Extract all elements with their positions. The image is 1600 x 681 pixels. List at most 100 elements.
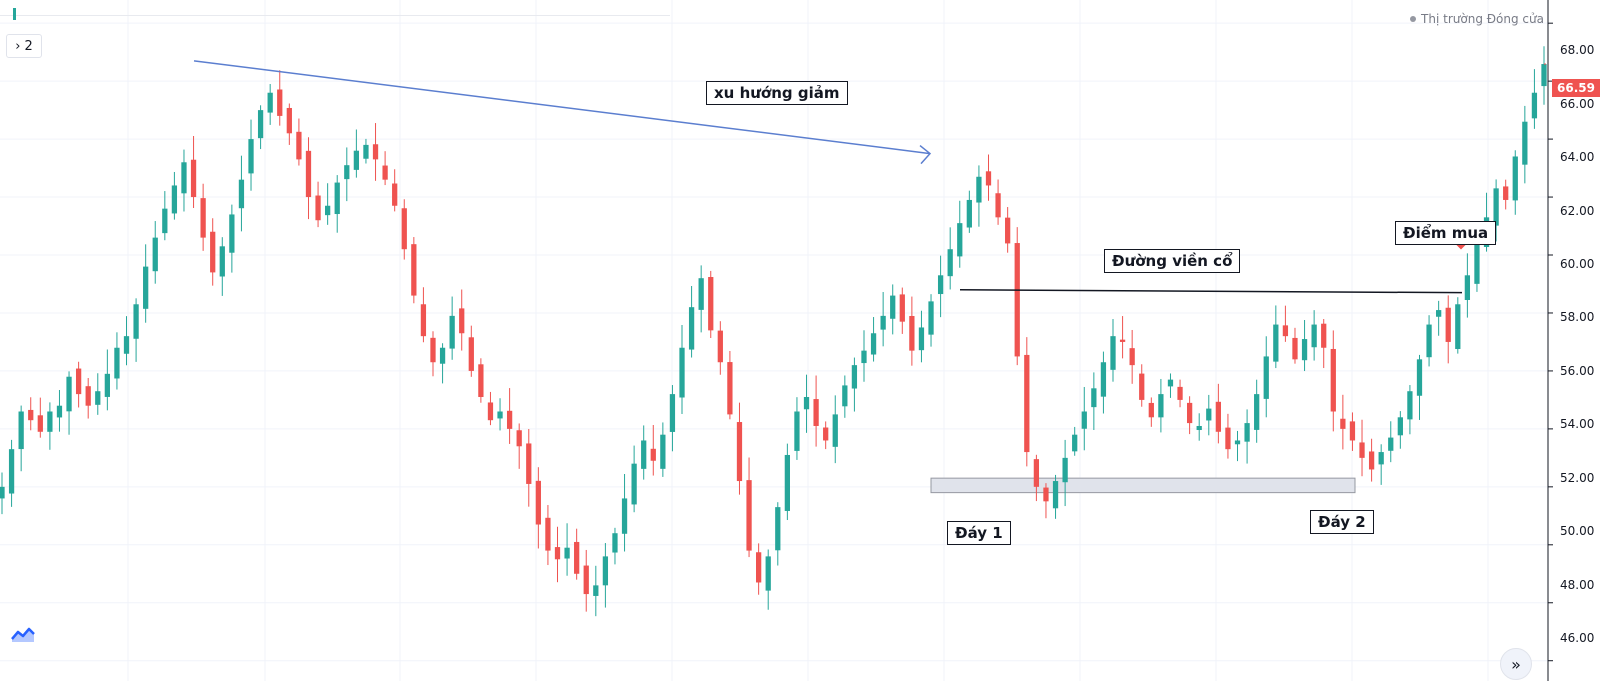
candle-body [708,277,714,331]
price-axis-label: 60.00 [1560,257,1595,271]
candle-body [621,498,628,534]
candle-body [1359,442,1365,458]
legend-toggle-button[interactable]: › 2 [6,34,42,58]
candle-body [75,368,82,395]
candle-body [1503,186,1509,200]
buy-point-note[interactable]: Điểm mua [1395,221,1497,245]
candle-body [1110,336,1116,370]
market-status: Thị trường Đóng cửa [1410,12,1544,26]
candle-body [794,411,800,451]
candle-body [583,565,589,595]
candle-body [1522,121,1528,165]
candle-body [190,159,197,198]
candle-body [401,208,407,250]
candle-body [746,480,752,551]
candle-body [267,92,273,113]
candle-body [1378,452,1384,465]
candle-body [257,110,264,139]
candle-body [1005,217,1011,244]
candle-body [957,223,963,257]
candle-body [1349,421,1356,441]
candle-body [459,308,465,334]
candle-body [1282,325,1289,337]
candle-body [0,486,5,499]
candle-body [1311,324,1317,348]
candle-body [296,131,302,160]
candle-body [1225,427,1231,450]
candle-body [1234,440,1241,445]
candle-body [535,480,541,525]
scroll-to-realtime-icon[interactable]: » [1500,648,1532,680]
candle-body [1139,373,1145,400]
candle-body [219,246,225,277]
candle-body [363,144,369,159]
candle-body [1493,188,1499,226]
candle-body [1340,418,1346,429]
candle-body [85,386,91,406]
candle-body [210,231,216,273]
candle-body [334,182,340,215]
candle-body [123,336,130,354]
candle-body [171,185,178,214]
candle-body [842,385,848,407]
candle-body [1464,275,1471,300]
neckline-note[interactable]: Đường viền cổ [1104,249,1241,273]
candle-body [372,144,379,160]
downtrend-arrowhead [919,145,932,165]
legend-toggle-label: › 2 [15,38,33,54]
candle-body [775,507,781,551]
candle-body [37,415,43,432]
candle-body [631,463,637,505]
candle-body [803,397,810,410]
candle-body [1186,402,1193,424]
candle-body [545,517,551,551]
candle-body [1158,394,1164,418]
candle-body [1072,434,1078,452]
candle-body [1512,156,1518,201]
price-axis-label: 64.00 [1560,150,1595,164]
candle-body [947,249,953,277]
candle-body [669,394,676,432]
candle-body [305,150,312,198]
candle-body [1330,348,1336,412]
candle-body [1244,423,1250,442]
downtrend-line [193,60,931,155]
candle-body [966,199,972,228]
candle-body [612,533,618,553]
candle-body [1474,243,1480,284]
candle-body [200,198,206,238]
candle-body [497,411,503,419]
candle-body [1052,481,1059,509]
candle-body [1014,243,1020,357]
candle-body [1033,459,1040,487]
candle-body [133,304,139,339]
status-dot-icon [1410,16,1417,22]
downtrend-note[interactable]: xu hướng giảm [706,81,848,105]
candle-body [928,301,934,335]
candle-body [95,391,101,405]
candle-body [1531,92,1538,119]
candle-body [1407,391,1413,420]
candle-body [487,402,494,421]
candle-body [688,307,695,350]
candle-body [593,585,599,596]
candle-body [1177,386,1183,400]
candle-body [1455,304,1461,350]
tradingview-logo-icon[interactable] [6,620,40,650]
candle-body [1388,437,1394,451]
candle-body [890,295,896,319]
candle-body [698,278,704,310]
candle-body [1206,408,1212,421]
candle-body [1541,64,1547,87]
candle-body [248,139,254,174]
candle-body [937,275,944,295]
market-status-text: Thị trường Đóng cửa [1421,12,1544,26]
bottom1-note[interactable]: Đáy 1 [947,521,1011,545]
candle-body [382,165,388,180]
bottom2-note[interactable]: Đáy 2 [1310,510,1374,534]
candle-body [784,454,791,511]
price-axis-label: 66.00 [1560,97,1595,111]
candle-body [286,107,292,134]
